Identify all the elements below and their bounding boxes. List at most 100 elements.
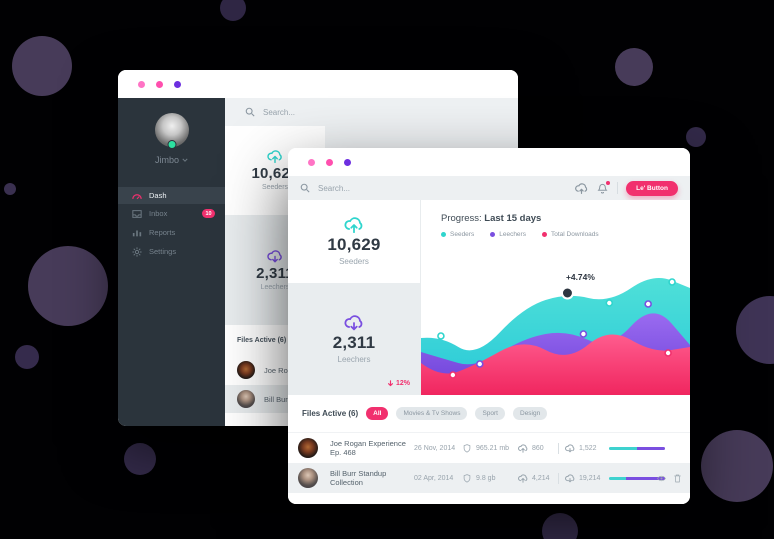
traffic-light-icon[interactable] xyxy=(156,80,163,88)
traffic-light-icon[interactable] xyxy=(308,158,315,166)
search-placeholder: Search... xyxy=(263,107,296,117)
trash-icon[interactable] xyxy=(673,474,682,483)
sidebar-item-label: Reports xyxy=(149,228,176,237)
file-date: 26 Nov, 2014 xyxy=(414,444,456,452)
download-count: 19,214 xyxy=(565,473,605,483)
legend-dot xyxy=(541,232,547,237)
divider xyxy=(617,182,619,194)
window-titlebar xyxy=(118,70,518,98)
sidebar-item-reports[interactable]: Reports xyxy=(118,223,225,242)
search-input[interactable]: Search... xyxy=(225,98,518,126)
cloud-upload-icon xyxy=(267,150,283,163)
sidebar-menu: Dash Inbox 10 Reports xyxy=(118,187,225,261)
trend-badge: 12% xyxy=(387,380,410,387)
legend-dot xyxy=(441,232,446,237)
legend-item: Seeders xyxy=(441,231,474,238)
upload-count: 860 xyxy=(518,443,552,453)
chart-point xyxy=(644,300,652,308)
shield-icon xyxy=(462,473,472,483)
row-actions xyxy=(657,474,682,483)
le-button[interactable]: Le' Button xyxy=(626,180,678,196)
background-circle xyxy=(15,345,39,369)
stat-value: 2,311 xyxy=(256,264,294,282)
chart-legend: Seeders Leechers Total Downloads xyxy=(421,224,690,238)
avatar xyxy=(237,361,255,379)
traffic-light-icon[interactable] xyxy=(174,80,181,88)
divider xyxy=(558,472,559,484)
sidebar-item-dash[interactable]: Dash xyxy=(118,187,225,204)
divider xyxy=(558,442,559,454)
sidebar-item-label: Inbox xyxy=(149,209,168,218)
progress-bar xyxy=(609,446,665,450)
background-circle xyxy=(220,0,246,21)
user-menu[interactable]: Jimbo xyxy=(155,155,188,165)
chart-point xyxy=(437,332,445,340)
legend-item: Total Downloads xyxy=(541,231,599,238)
progress-chart: +4.74% xyxy=(421,272,690,395)
app-header: Search... Le' Button xyxy=(288,176,690,200)
search-icon xyxy=(300,183,310,193)
progress-bar xyxy=(609,476,665,480)
dashboard-icon xyxy=(132,191,142,201)
eye-icon[interactable] xyxy=(657,474,666,483)
chart-point xyxy=(664,349,672,357)
table-row[interactable]: Joe Rogan Experience Ep. 468 26 Nov, 201… xyxy=(288,433,690,463)
stat-label: Leechers xyxy=(337,354,371,364)
stat-value: 2,311 xyxy=(332,332,376,352)
avatar[interactable] xyxy=(154,113,189,149)
progress-panel: Progress: Last 15 days Seeders Leechers … xyxy=(420,200,690,395)
stat-label: Seeders xyxy=(261,184,289,191)
gear-icon xyxy=(132,246,142,257)
bell-icon[interactable] xyxy=(596,180,611,194)
window-front: Search... Le' Button 10,629 xyxy=(288,148,690,504)
cloud-upload-icon[interactable] xyxy=(575,182,588,194)
traffic-light-icon[interactable] xyxy=(138,80,145,88)
chart-point xyxy=(475,360,484,368)
stat-value: 10,629 xyxy=(251,165,299,182)
legend-item: Leechers xyxy=(490,231,526,238)
search-input[interactable]: Search... xyxy=(318,183,351,193)
background-circle xyxy=(736,296,774,364)
traffic-light-icon[interactable] xyxy=(326,158,333,166)
online-status-dot xyxy=(167,140,176,149)
shield-icon xyxy=(462,443,472,453)
arrow-down-icon xyxy=(387,380,393,387)
filter-pill-movies[interactable]: Movies & Tv Shows xyxy=(396,407,468,420)
filter-pill-sport[interactable]: Sport xyxy=(475,407,505,420)
sidebar-item-label: Dash xyxy=(149,191,167,200)
bar-chart-icon xyxy=(132,228,142,238)
search-icon xyxy=(245,107,255,117)
chart-point xyxy=(605,299,614,307)
file-size: 965.21 mb xyxy=(462,443,518,453)
background-circle xyxy=(28,246,108,326)
avatar xyxy=(298,468,318,488)
stat-value: 10,629 xyxy=(327,235,381,254)
download-count: 1,522 xyxy=(565,443,605,453)
stat-label: Seeders xyxy=(339,257,369,266)
file-size: 9.8 gb xyxy=(462,473,518,483)
avatar xyxy=(298,438,318,458)
traffic-light-icon[interactable] xyxy=(344,158,351,166)
chevron-down-icon xyxy=(182,157,188,163)
window-titlebar xyxy=(288,148,690,176)
chart-point xyxy=(668,278,676,286)
cloud-download-icon xyxy=(344,314,364,331)
background-circle xyxy=(12,36,72,96)
filter-pill-all[interactable]: All xyxy=(366,407,389,420)
background-circle xyxy=(124,443,156,475)
files-table: Joe Rogan Experience Ep. 468 26 Nov, 201… xyxy=(288,433,690,504)
file-date: 02 Apr, 2014 xyxy=(414,474,454,482)
cloud-upload-icon xyxy=(518,473,528,483)
chart-area-total-downloads xyxy=(421,334,690,395)
files-active-bar: Files Active (6) All Movies & Tv Shows S… xyxy=(288,395,690,433)
chart-highlight-point xyxy=(560,286,574,300)
sidebar-item-inbox[interactable]: Inbox 10 xyxy=(118,204,225,223)
table-row[interactable]: Bill Burr Standup Collection 02 Apr, 201… xyxy=(288,463,690,493)
filter-pill-design[interactable]: Design xyxy=(513,407,548,420)
cloud-upload-icon xyxy=(518,443,528,453)
stat-card-leechers: 2,311 Leechers 12% xyxy=(288,283,420,395)
inbox-badge: 10 xyxy=(202,209,215,218)
file-title: Joe Rogan Experience Ep. 468 xyxy=(330,439,406,457)
sidebar-item-settings[interactable]: Settings xyxy=(118,242,225,261)
sidebar-item-label: Settings xyxy=(149,247,177,256)
